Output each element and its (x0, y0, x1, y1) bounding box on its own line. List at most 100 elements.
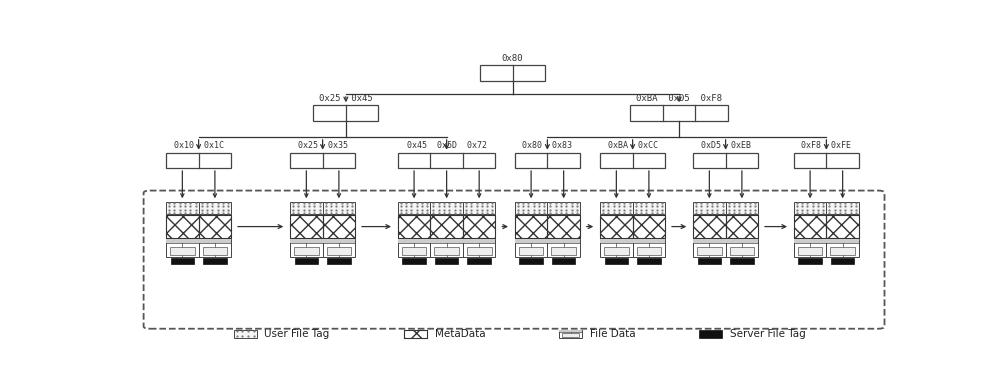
Text: Server File Tag: Server File Tag (730, 329, 805, 339)
Bar (430, 216, 463, 238)
Bar (698, 330, 722, 338)
Bar (693, 216, 726, 238)
Bar (726, 216, 758, 238)
Bar (604, 247, 629, 255)
Bar (547, 239, 580, 243)
Text: 0x10  0x1C: 0x10 0x1C (174, 141, 224, 150)
Text: 0xD5  0xEB: 0xD5 0xEB (701, 141, 751, 150)
Bar (515, 216, 547, 238)
Bar (519, 258, 543, 264)
Bar (323, 239, 355, 257)
Bar (600, 202, 633, 214)
Bar (559, 330, 582, 338)
Bar (430, 216, 463, 238)
Bar (562, 333, 579, 337)
Bar (826, 239, 859, 257)
Bar (637, 258, 661, 264)
Bar (794, 216, 826, 238)
Bar (726, 216, 758, 238)
Bar (323, 216, 355, 238)
Bar (480, 65, 545, 80)
Bar (698, 258, 721, 264)
Text: 0x25  0x35: 0x25 0x35 (298, 141, 348, 150)
Bar (600, 152, 665, 168)
Bar (794, 239, 826, 243)
Bar (826, 239, 859, 243)
Bar (463, 202, 495, 214)
Bar (794, 216, 826, 238)
Bar (633, 239, 665, 243)
Bar (290, 216, 323, 238)
Bar (463, 239, 495, 257)
Bar (693, 152, 758, 168)
Bar (313, 105, 378, 121)
Bar (199, 202, 231, 214)
Bar (327, 247, 351, 255)
Bar (435, 258, 458, 264)
Bar (323, 239, 355, 243)
Bar (693, 216, 726, 238)
Bar (519, 247, 543, 255)
Bar (798, 258, 822, 264)
Bar (467, 247, 492, 255)
Bar (166, 152, 231, 168)
Bar (633, 216, 665, 238)
Bar (633, 202, 665, 214)
Bar (323, 216, 355, 238)
Bar (730, 258, 754, 264)
Bar (199, 216, 231, 238)
Bar (467, 258, 491, 264)
Bar (693, 202, 726, 214)
Bar (398, 239, 430, 243)
Bar (398, 202, 430, 214)
Bar (398, 239, 430, 257)
Bar (323, 202, 355, 214)
Bar (600, 216, 633, 238)
Bar (798, 247, 822, 255)
Bar (170, 247, 195, 255)
Text: 0xBA  0xCC: 0xBA 0xCC (608, 141, 658, 150)
Bar (552, 258, 575, 264)
Bar (794, 202, 826, 214)
Bar (826, 216, 859, 238)
Bar (693, 216, 726, 238)
Bar (547, 216, 580, 238)
Bar (290, 216, 323, 238)
Bar (295, 258, 318, 264)
Bar (630, 105, 728, 121)
Bar (398, 216, 430, 238)
Bar (166, 202, 199, 214)
Bar (600, 216, 633, 238)
Bar (726, 239, 758, 243)
Bar (166, 239, 199, 243)
Bar (398, 216, 430, 238)
Bar (697, 247, 722, 255)
Bar (234, 330, 257, 338)
Bar (633, 216, 665, 238)
Bar (430, 202, 463, 214)
Bar (404, 330, 427, 338)
Bar (693, 239, 726, 257)
Bar (830, 247, 855, 255)
Text: 0x45  0x5D  0x72: 0x45 0x5D 0x72 (407, 141, 487, 150)
Bar (515, 216, 547, 238)
Bar (430, 239, 463, 243)
Bar (203, 258, 227, 264)
Bar (600, 239, 633, 257)
Bar (547, 202, 580, 214)
Bar (826, 202, 859, 214)
Bar (402, 258, 426, 264)
Bar (404, 330, 427, 338)
Bar (515, 239, 547, 257)
Bar (559, 330, 582, 331)
Bar (166, 239, 199, 257)
Bar (402, 247, 426, 255)
Bar (290, 239, 323, 257)
Bar (166, 216, 199, 238)
Bar (551, 247, 576, 255)
Bar (290, 202, 323, 214)
Bar (199, 239, 231, 257)
Bar (398, 216, 430, 238)
Bar (199, 216, 231, 238)
Bar (794, 239, 826, 257)
